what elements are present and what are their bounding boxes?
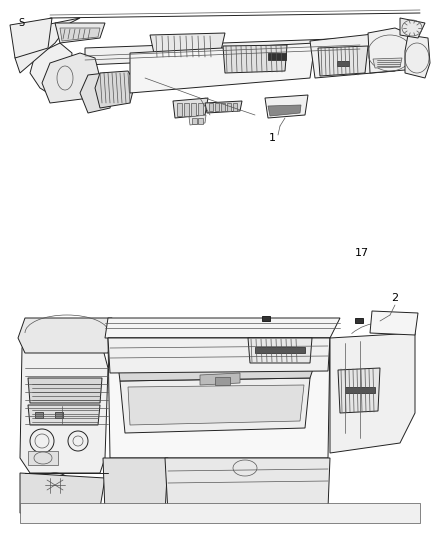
Polygon shape bbox=[373, 58, 402, 68]
Polygon shape bbox=[30, 43, 72, 93]
Polygon shape bbox=[400, 18, 425, 38]
Bar bbox=[345, 387, 375, 393]
Polygon shape bbox=[10, 18, 52, 58]
Polygon shape bbox=[268, 105, 301, 116]
Polygon shape bbox=[60, 28, 100, 41]
Polygon shape bbox=[318, 46, 368, 76]
Polygon shape bbox=[150, 33, 225, 58]
Polygon shape bbox=[20, 473, 105, 513]
Polygon shape bbox=[55, 23, 105, 43]
Polygon shape bbox=[118, 363, 315, 381]
Polygon shape bbox=[103, 458, 168, 513]
Polygon shape bbox=[28, 378, 102, 403]
Polygon shape bbox=[165, 458, 330, 513]
Polygon shape bbox=[330, 333, 415, 453]
Polygon shape bbox=[173, 98, 208, 118]
Bar bbox=[233, 103, 237, 111]
Text: 2: 2 bbox=[392, 293, 399, 303]
Bar bbox=[227, 103, 231, 111]
Polygon shape bbox=[205, 101, 242, 113]
Bar bbox=[221, 103, 225, 111]
Polygon shape bbox=[338, 368, 380, 413]
Polygon shape bbox=[189, 115, 206, 125]
Bar bbox=[184, 103, 189, 116]
Polygon shape bbox=[368, 28, 415, 73]
Polygon shape bbox=[80, 73, 115, 113]
Bar bbox=[255, 347, 305, 353]
Polygon shape bbox=[95, 71, 135, 108]
Polygon shape bbox=[120, 378, 310, 433]
Bar bbox=[192, 118, 197, 124]
Polygon shape bbox=[223, 45, 287, 73]
Polygon shape bbox=[18, 318, 112, 353]
Polygon shape bbox=[15, 18, 80, 73]
Polygon shape bbox=[42, 53, 100, 103]
Polygon shape bbox=[265, 95, 308, 118]
Polygon shape bbox=[108, 338, 330, 458]
Text: 1: 1 bbox=[268, 133, 276, 143]
Bar bbox=[198, 103, 203, 116]
Bar bbox=[215, 103, 219, 111]
Bar bbox=[355, 318, 363, 323]
Bar bbox=[55, 412, 63, 418]
Bar bbox=[215, 377, 230, 385]
Text: 17: 17 bbox=[355, 248, 369, 258]
Polygon shape bbox=[108, 338, 330, 373]
Polygon shape bbox=[405, 35, 430, 78]
Bar bbox=[28, 451, 58, 465]
Bar bbox=[35, 412, 43, 418]
Bar bbox=[177, 103, 182, 116]
Polygon shape bbox=[130, 43, 315, 93]
Polygon shape bbox=[310, 31, 408, 78]
Bar bbox=[262, 316, 270, 321]
Bar bbox=[337, 61, 349, 66]
Bar bbox=[198, 118, 203, 124]
Polygon shape bbox=[20, 333, 108, 473]
Polygon shape bbox=[248, 338, 312, 363]
Bar bbox=[268, 53, 286, 60]
Polygon shape bbox=[20, 503, 420, 523]
Text: S: S bbox=[18, 18, 24, 28]
Polygon shape bbox=[200, 373, 240, 385]
Bar bbox=[191, 103, 196, 116]
Polygon shape bbox=[85, 38, 360, 65]
Polygon shape bbox=[370, 311, 418, 335]
Polygon shape bbox=[28, 405, 100, 425]
Bar bbox=[209, 103, 213, 111]
Polygon shape bbox=[128, 385, 304, 425]
Polygon shape bbox=[105, 318, 340, 338]
